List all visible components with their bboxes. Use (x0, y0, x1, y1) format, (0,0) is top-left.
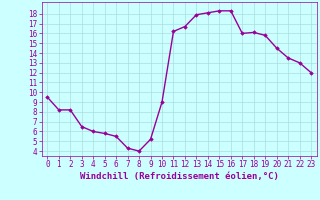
X-axis label: Windchill (Refroidissement éolien,°C): Windchill (Refroidissement éolien,°C) (80, 172, 279, 181)
